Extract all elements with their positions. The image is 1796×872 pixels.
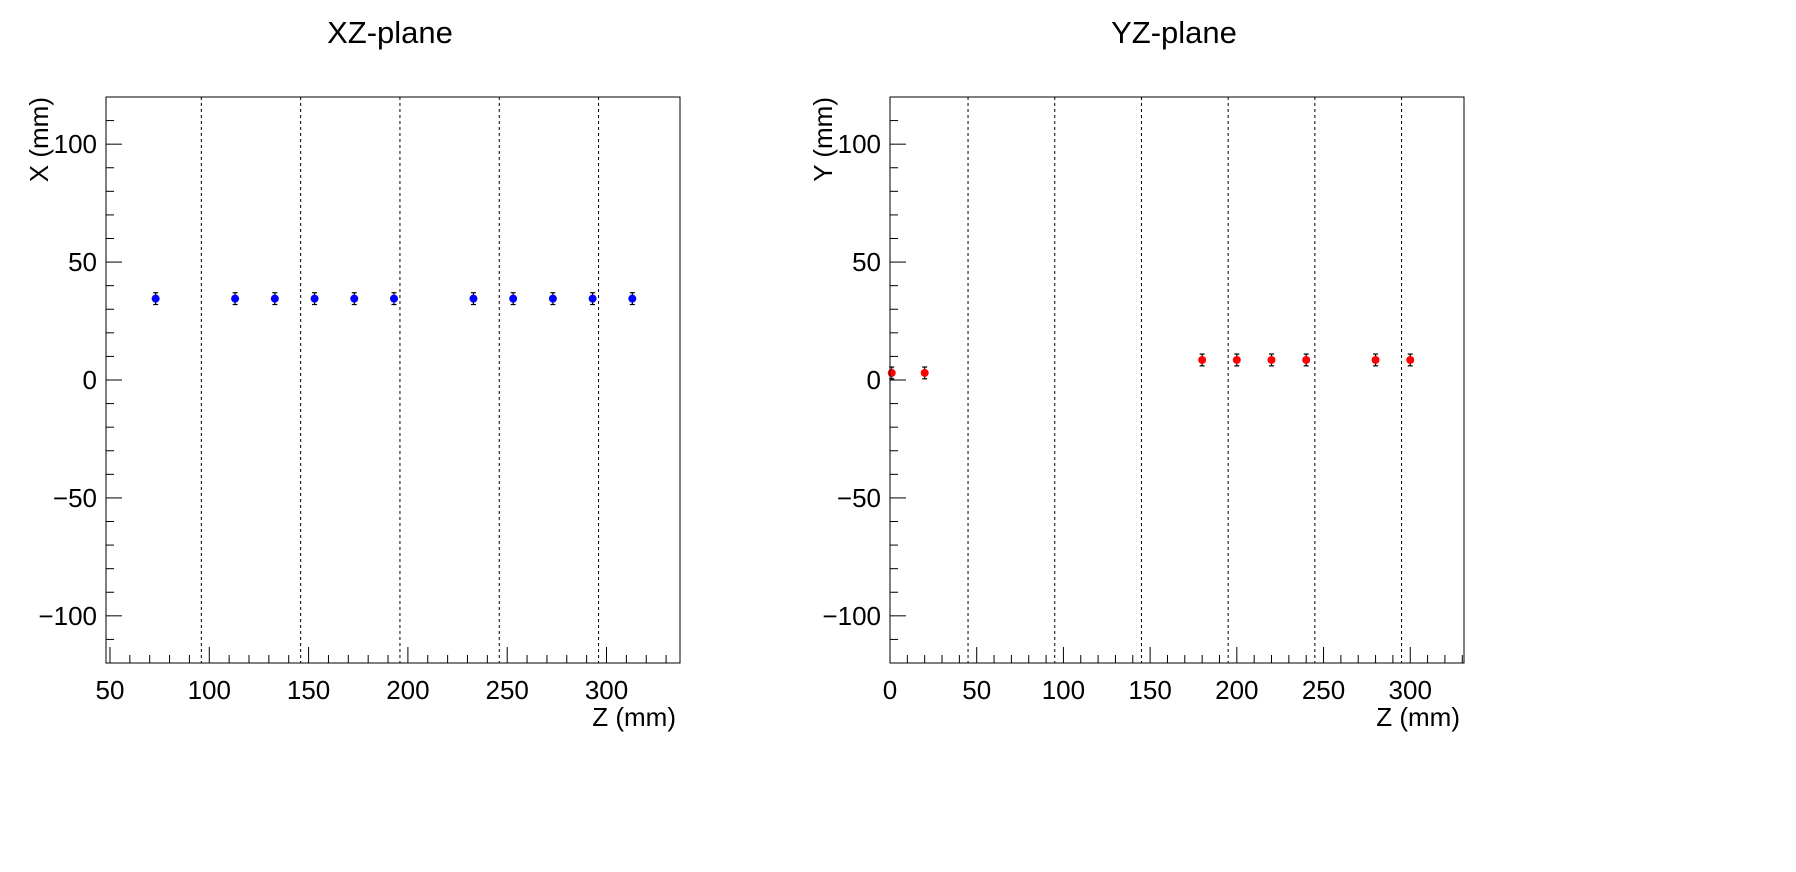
plot-frame (105, 96, 681, 664)
xz-plane-chart: XZ-plane 50 100 150 200 250 300 −100 −50 0 50 100 Z … (24, 15, 681, 732)
data-point (509, 294, 518, 303)
x-tick-label: 50 (96, 675, 125, 705)
data-point (588, 294, 597, 303)
y-tick-label: −100 (38, 601, 97, 631)
yz-plane-chart: YZ-plane 0 50 100 150 200 250 300 −100 −50 0 50 100 Z… (808, 15, 1465, 732)
x-tick-label: 100 (188, 675, 231, 705)
yz-chart-title: YZ-plane (1111, 15, 1237, 50)
y-tick-label: 0 (867, 365, 881, 395)
data-point (887, 368, 896, 377)
data-point (270, 294, 279, 303)
y-tick-label: −50 (53, 483, 97, 513)
y-tick-label: 100 (54, 129, 97, 159)
x-axis-label: Z (mm) (592, 702, 676, 732)
y-axis-label: X (mm) (24, 97, 54, 182)
x-tick-label: 250 (1302, 675, 1345, 705)
x-tick-label: 250 (486, 675, 529, 705)
data-point (1267, 355, 1276, 364)
y-tick-label: −100 (822, 601, 881, 631)
x-tick-label: 150 (1128, 675, 1171, 705)
y-tick-label: 50 (852, 247, 881, 277)
data-point (548, 294, 557, 303)
data-point (628, 294, 637, 303)
data-point (1198, 355, 1207, 364)
data-point (1406, 355, 1415, 364)
y-tick-label: −50 (837, 483, 881, 513)
data-point (310, 294, 319, 303)
y-tick-label: 100 (838, 129, 881, 159)
data-point (1302, 355, 1311, 364)
data-point (1232, 355, 1241, 364)
y-tick-label: 0 (83, 365, 97, 395)
data-point (389, 294, 398, 303)
y-tick-label: 50 (68, 247, 97, 277)
x-tick-label: 300 (1389, 675, 1432, 705)
plot-frame (889, 96, 1465, 664)
y-axis-label: Y (mm) (808, 97, 838, 182)
data-point (350, 294, 359, 303)
x-tick-label: 150 (287, 675, 330, 705)
x-tick-label: 50 (962, 675, 991, 705)
x-tick-label: 200 (1215, 675, 1258, 705)
data-point (231, 294, 240, 303)
data-point (920, 368, 929, 377)
data-point (1371, 355, 1380, 364)
x-axis-label: Z (mm) (1376, 702, 1460, 732)
x-tick-label: 300 (585, 675, 628, 705)
data-point (469, 294, 478, 303)
data-point (151, 294, 160, 303)
x-tick-label: 0 (883, 675, 897, 705)
xz-chart-title: XZ-plane (327, 15, 453, 50)
x-tick-label: 100 (1042, 675, 1085, 705)
x-tick-label: 200 (386, 675, 429, 705)
